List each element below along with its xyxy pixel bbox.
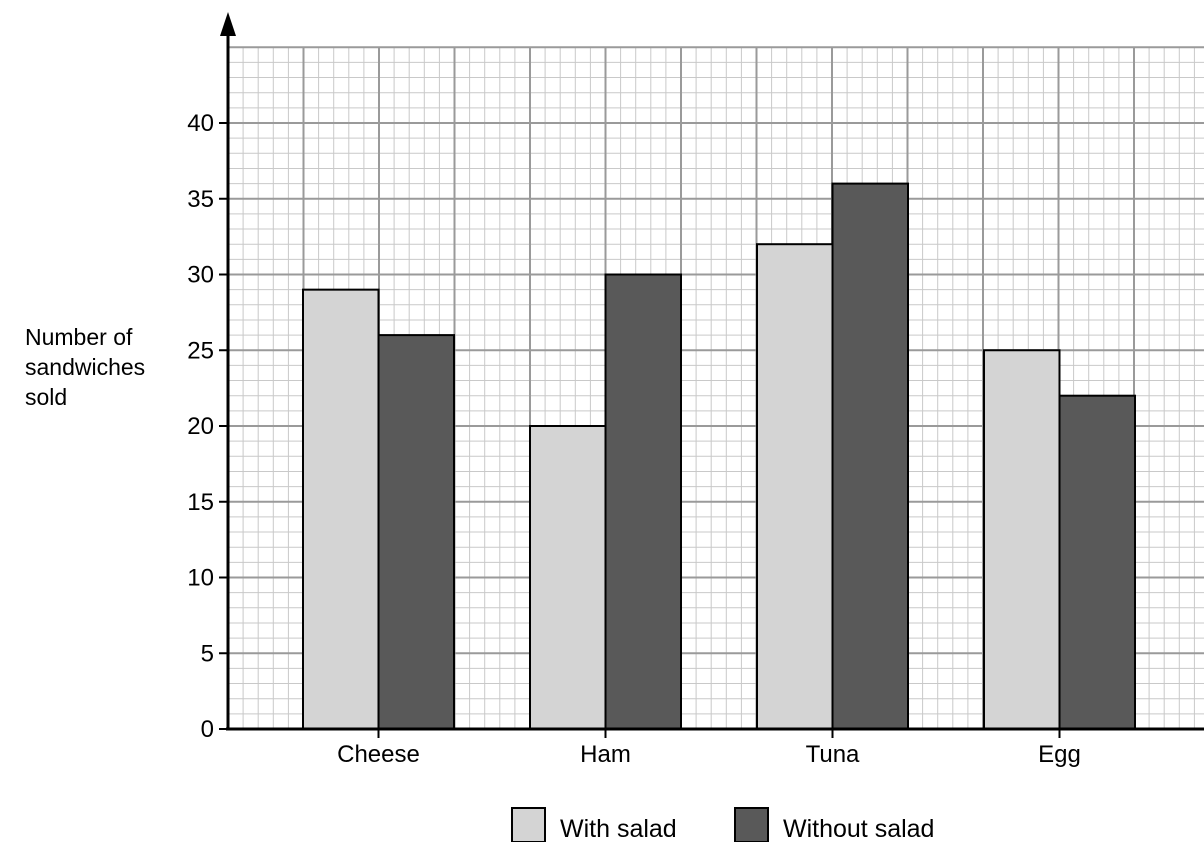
bar-ham-without-salad	[604, 273, 682, 730]
legend-swatch	[734, 807, 769, 842]
x-category-label: Ham	[580, 741, 631, 768]
y-tick-label: 5	[201, 640, 214, 667]
y-tick-label: 10	[187, 565, 214, 592]
y-tick-label: 40	[187, 110, 214, 137]
axes	[220, 12, 1204, 731]
x-category-label: Tuna	[806, 741, 860, 768]
bar-egg-without-salad	[1058, 394, 1136, 730]
bar-cheese-with-salad	[302, 288, 380, 730]
legend-label: With salad	[560, 815, 677, 842]
y-tick-label: 20	[187, 413, 214, 440]
y-tick-label: 15	[187, 489, 214, 516]
y-axis-arrow	[220, 12, 236, 36]
y-tick-label: 30	[187, 262, 214, 289]
x-category-labels: Cheese Ham Tuna Egg	[337, 729, 1081, 768]
y-tick-label: 0	[201, 716, 214, 743]
legend-label: Without salad	[783, 815, 934, 842]
y-tick-labels: 0 5 10 15 20 25 30 35 40	[187, 110, 228, 743]
bar-egg-with-salad	[983, 349, 1061, 730]
legend-swatch	[511, 807, 546, 842]
x-category-label: Egg	[1038, 741, 1081, 768]
legend: With salad Without salad	[511, 807, 934, 842]
y-axis-label: Number of sandwiches sold	[25, 324, 145, 410]
bar-tuna-without-salad	[831, 182, 909, 731]
bar-tuna-with-salad	[756, 243, 834, 730]
bars	[302, 182, 1136, 731]
y-tick-label: 25	[187, 337, 214, 364]
y-tick-label: 35	[187, 186, 214, 213]
bar-cheese-without-salad	[377, 334, 455, 730]
x-category-label: Cheese	[337, 741, 420, 768]
bar-ham-with-salad	[529, 425, 607, 730]
